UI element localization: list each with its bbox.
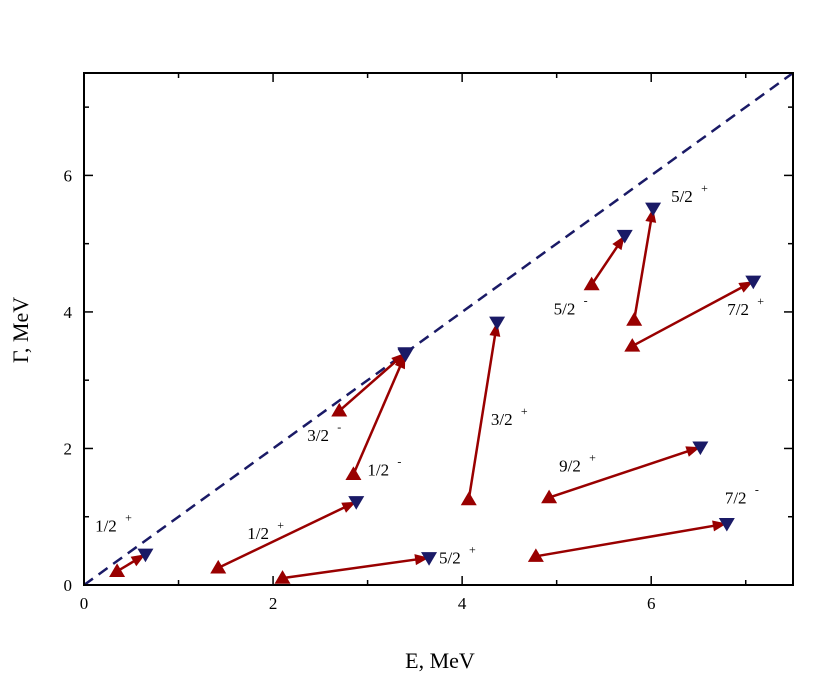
down-triangle-marker-1 [348,496,365,510]
down-triangle-marker-6 [718,517,735,532]
state-label-8: 5/2 [554,300,576,319]
down-triangle-marker-0 [137,548,154,563]
up-triangle-marker-9 [626,312,643,326]
x-tick-label: 2 [269,594,278,613]
arrow-head-8 [612,235,625,251]
up-triangle-marker-6 [527,548,544,562]
state-parity-4: - [397,454,401,468]
up-triangle-marker-10 [624,338,641,352]
state-label-2: 5/2 [439,549,461,568]
arrow-layer [109,202,762,584]
state-parity-2: + [469,543,476,557]
x-tick-label: 0 [80,594,89,613]
arrow-line-6 [535,522,728,558]
up-triangle-marker-3 [331,402,348,417]
down-triangle-marker-2 [421,552,438,566]
arrow-line-1 [217,500,357,570]
arrow-line-2 [282,556,430,580]
state-parity-5: + [521,404,528,418]
state-label-6: 7/2 [725,489,747,508]
state-parity-3: - [337,420,341,434]
y-tick-label: 0 [64,576,73,595]
down-triangle-marker-5 [489,316,506,331]
state-label-10: 7/2 [727,300,749,319]
state-label-5: 3/2 [491,410,513,429]
down-triangle-marker-8 [616,229,633,244]
state-parity-8: - [584,294,588,308]
down-triangle-marker-9 [645,202,662,217]
down-triangle-marker-7 [692,441,709,456]
x-tick-label: 6 [647,594,656,613]
y-tick-label: 6 [64,166,73,185]
state-label-4: 1/2 [367,460,389,479]
tick-labels: 0 2 4 6 0 2 4 6 [64,166,656,613]
annotation-layer: 1/2 +1/2 +5/2 +3/2 -1/2 -3/2 +7/2 -9/2 +5/2 -5/2 +… [95,181,764,568]
reference-diagonal [84,73,793,585]
y-axis-label: Γ, MeV [8,297,33,363]
down-triangle-marker-4 [397,348,414,363]
arrow-line-10 [631,280,754,348]
up-triangle-marker-8 [583,276,600,291]
arrow-line-4 [352,353,407,475]
state-parity-6: - [755,483,759,497]
arrow-line-5 [467,321,499,500]
up-triangle-marker-2 [274,570,291,584]
state-label-0: 1/2 [95,516,117,535]
state-label-9: 5/2 [671,187,693,206]
up-triangle-marker-1 [210,559,227,574]
state-parity-1: + [277,518,284,532]
arrow-head-10 [738,281,754,293]
arrow-head-0 [130,554,146,567]
up-triangle-marker-0 [109,563,126,577]
state-parity-7: + [589,451,596,465]
up-triangle-marker-4 [345,466,362,481]
arrow-line-9 [632,207,655,321]
state-parity-10: + [757,294,764,308]
up-triangle-marker-7 [541,489,558,504]
arrow-line-3 [338,351,407,412]
state-parity-0: + [125,510,132,524]
arrow-line-7 [548,445,701,499]
y-tick-label: 2 [64,439,73,458]
y-tick-label: 4 [64,303,73,322]
up-triangle-marker-5 [460,491,477,506]
arrow-head-7 [685,446,701,457]
arrow-head-4 [394,354,406,370]
state-label-3: 3/2 [307,426,329,445]
x-axis-label: E, MeV [405,648,475,673]
state-parity-9: + [701,181,708,195]
state-label-1: 1/2 [247,524,269,543]
plot-frame [83,72,794,586]
arrow-head-1 [341,501,357,513]
down-triangle-marker-10 [745,275,762,290]
state-label-7: 9/2 [559,457,581,476]
x-tick-label: 4 [458,594,467,613]
